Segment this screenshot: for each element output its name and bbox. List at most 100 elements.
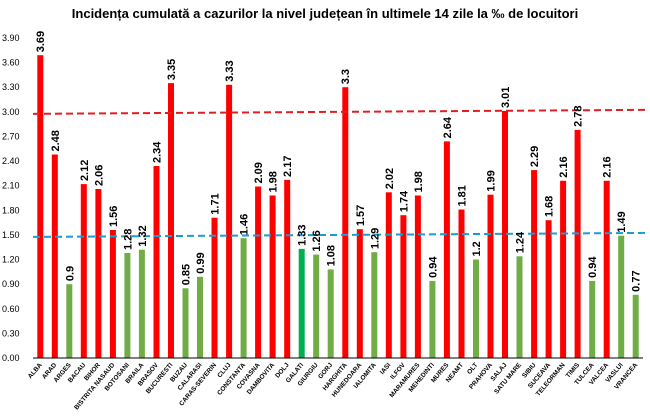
bar [138,249,145,358]
bar [182,288,189,358]
data-label: 2.09 [253,162,265,183]
data-label: 1.56 [108,206,120,227]
y-tick-label: 3.60 [2,58,20,68]
bar [240,238,247,358]
bar [531,170,538,358]
data-label: 1.2 [471,241,483,256]
data-label: 3.35 [166,59,178,80]
data-label: 2.16 [558,156,570,177]
bar [226,84,233,359]
bar [603,180,610,358]
data-label: 0.94 [587,256,599,278]
data-label: 1.98 [268,171,280,192]
bar [458,209,465,358]
bar [168,83,174,358]
y-tick-label: 2.40 [2,156,20,166]
bar [342,87,349,358]
bar [66,284,73,358]
data-label: 1.49 [616,211,628,232]
bar [51,154,58,358]
data-label: 1.71 [210,193,222,214]
bar [414,195,421,358]
bar [255,186,262,358]
bar [37,55,44,358]
data-label: 2.29 [529,146,541,167]
bar [443,141,450,358]
bar [632,294,639,358]
data-label: 1.68 [544,196,556,217]
bar [356,229,363,358]
data-label: 2.12 [79,160,91,181]
y-tick-label: 2.10 [2,181,20,191]
data-label: 2.17 [282,156,294,177]
data-label: 1.08 [326,245,338,266]
bar [80,184,87,358]
data-label: 3.33 [224,60,236,81]
bar [516,256,523,358]
data-label: 0.85 [181,264,193,285]
y-tick-label: 2.70 [2,131,20,141]
data-label: 1.81 [456,185,468,206]
threshold-line [32,231,648,238]
y-tick-label: 3.90 [2,33,20,43]
data-label: 1.57 [355,205,367,226]
data-label: 2.64 [442,116,454,138]
data-label: 1.26 [311,230,323,251]
bar [385,192,392,358]
data-label: 0.9 [64,266,76,281]
bar [124,253,131,358]
bar [545,220,552,358]
y-tick-label: 1.80 [2,205,20,215]
bar [153,166,160,358]
data-label: 2.16 [602,156,614,177]
bar [473,259,479,358]
bar [589,280,596,358]
bar [560,180,567,358]
data-label: 3.01 [500,87,512,108]
y-tick-label: 3.30 [2,82,20,92]
bar [502,111,508,358]
chart-title: Incidența cumulată a cazurilor la nivel … [71,6,579,21]
bar [400,215,407,358]
y-tick-label: 1.20 [2,255,20,265]
y-tick-label: 0.00 [2,353,20,363]
bar [327,269,334,358]
bar [371,252,378,358]
data-label: 1.98 [413,171,425,192]
data-label: 1.24 [515,231,527,253]
y-tick-label: 3.00 [2,107,20,117]
data-label: 1.28 [122,229,134,250]
y-tick-label: 0.60 [2,304,20,314]
data-label: 0.94 [427,256,439,278]
data-label: 2.78 [573,105,585,126]
data-label: 0.99 [195,252,207,273]
bar [197,276,203,358]
bar [95,189,102,358]
data-label: 2.06 [93,165,105,186]
bar [269,195,276,358]
y-tick-label: 1.50 [2,230,20,240]
data-label: 3.3 [340,69,352,84]
data-label: 2.48 [50,130,62,151]
bar [618,235,625,358]
bar [298,248,305,358]
threshold-line [32,108,648,115]
bar [313,254,320,358]
data-label: 1.99 [486,170,498,191]
bar [211,217,218,358]
data-label: 2.34 [151,141,163,163]
data-label: 1.33 [297,224,309,245]
bar [574,129,581,358]
bar [429,280,436,358]
data-label: 1.74 [398,190,410,212]
data-label: 0.77 [631,270,643,291]
data-label: 1.46 [239,214,251,235]
y-tick-label: 0.90 [2,279,20,289]
bar [109,230,116,358]
data-label: 1.32 [137,225,149,246]
data-label: 2.02 [384,168,396,189]
data-label: 1.29 [369,228,381,249]
bar [284,179,291,358]
